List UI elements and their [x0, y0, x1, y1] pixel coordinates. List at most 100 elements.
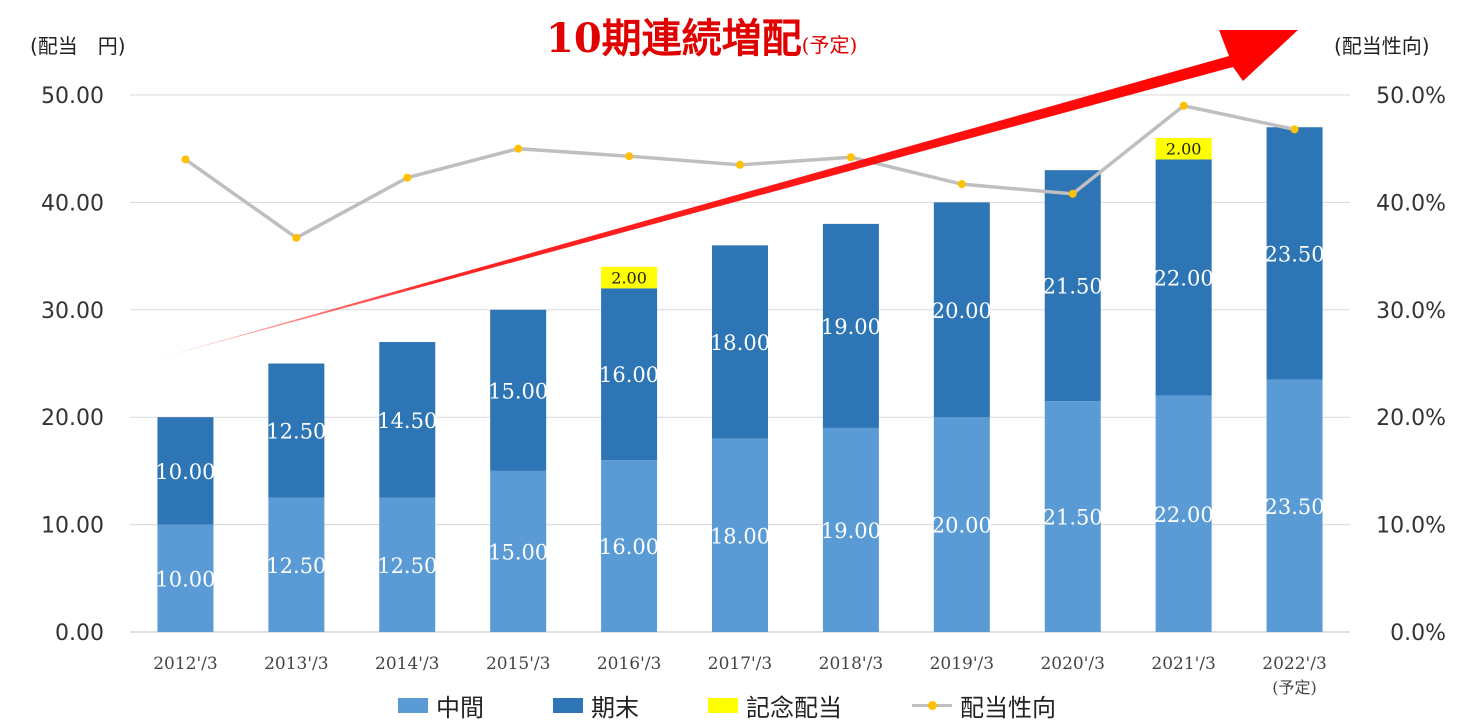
- payout-ratio-point: [292, 233, 301, 242]
- bar-segment: [490, 470, 547, 632]
- payout-ratio-point: [514, 144, 523, 153]
- data-label: 23.50: [1264, 242, 1324, 266]
- bar-segment: [822, 427, 879, 632]
- right-tick-label: 30.0%: [1376, 299, 1446, 324]
- x-tick-label: 2021'/3: [1151, 654, 1215, 674]
- legend-item-payout-ratio: 配当性向: [912, 688, 1056, 722]
- left-tick-label: 10.00: [41, 514, 104, 539]
- data-label: 10.00: [155, 460, 215, 484]
- right-tick-label: 50.0%: [1376, 84, 1446, 109]
- bar-segment: [268, 363, 325, 498]
- legend-swatch-interim: [398, 697, 428, 713]
- left-axis-unit: (配当 円): [30, 34, 126, 58]
- left-tick-label: 30.00: [41, 299, 104, 324]
- bar-segment: [490, 309, 547, 471]
- bar-segment: [1155, 159, 1212, 396]
- payout-ratio-polyline: [184, 103, 1295, 240]
- legend: 中間 期末 記念配当 配当性向: [0, 688, 1467, 722]
- data-label: 15.00: [488, 540, 548, 564]
- x-tick-label: 2019'/3: [930, 654, 994, 674]
- data-label: 15.00: [488, 379, 548, 403]
- bar-segment: [379, 342, 436, 498]
- bar-segment: [1044, 170, 1101, 402]
- left-tick-label: 40.00: [41, 191, 104, 216]
- x-tick-label: 2020'/3: [1040, 654, 1104, 674]
- left-tick-label: 50.00: [41, 84, 104, 109]
- data-label: 22.00: [1154, 503, 1214, 527]
- bar-segment: [1155, 395, 1212, 632]
- legend-label-interim: 中間: [436, 693, 484, 722]
- legend-swatch-commemorative: [708, 697, 738, 713]
- bar-segment: [1266, 127, 1323, 380]
- data-label: 12.50: [377, 554, 437, 578]
- x-tick-label: 2014'/3: [375, 654, 439, 674]
- payout-ratio-point: [403, 173, 412, 182]
- right-axis-unit: (配当性向): [1334, 34, 1430, 58]
- payout-ratio-line: [181, 101, 1299, 242]
- legend-item-interim: 中間: [398, 688, 484, 722]
- data-label: 21.50: [1043, 506, 1103, 530]
- chart-title-sub: (予定): [801, 33, 858, 57]
- x-tick-label: 2013'/3: [264, 654, 328, 674]
- data-label: 18.00: [710, 524, 770, 548]
- data-label: 19.00: [821, 315, 881, 339]
- bar-segment: [157, 417, 214, 525]
- x-tick-label: 2017'/3: [708, 654, 772, 674]
- data-label: 19.00: [821, 519, 881, 543]
- bar-segment: [712, 245, 768, 439]
- data-label: 22.00: [1154, 267, 1214, 291]
- payout-ratio-point: [625, 152, 634, 161]
- data-label: 23.50: [1264, 495, 1324, 519]
- right-tick-label: 0.0%: [1390, 621, 1446, 646]
- chart-title: 10期連続増配(予定): [546, 6, 857, 64]
- right-tick-label: 10.0%: [1376, 514, 1446, 539]
- bar-segment: [601, 460, 658, 632]
- data-label: 2.00: [611, 269, 647, 288]
- data-label: 16.00: [599, 535, 659, 559]
- bars: [157, 127, 1323, 632]
- legend-swatch-year-end: [553, 697, 583, 713]
- data-label: 12.50: [266, 420, 326, 444]
- payout-ratio-point: [846, 153, 855, 162]
- legend-label-commemorative: 記念配当: [746, 693, 842, 722]
- x-tick-label: 2016'/3: [597, 654, 661, 674]
- x-tick-label: 2012'/3: [153, 654, 217, 674]
- bar-segment: [1044, 401, 1101, 632]
- legend-label-year-end: 期末: [591, 693, 639, 722]
- right-tick-label: 40.0%: [1376, 191, 1446, 216]
- legend-swatch-payout-ratio: [912, 698, 952, 713]
- data-label: 16.00: [599, 363, 659, 387]
- bar-segment: [601, 266, 658, 289]
- x-tick-label: 2022'/3: [1262, 654, 1326, 674]
- payout-ratio-point: [957, 180, 966, 189]
- right-tick-label: 20.0%: [1376, 406, 1446, 431]
- bar-segment: [933, 202, 990, 418]
- payout-ratio-point: [1068, 189, 1077, 198]
- bar-segment: [1266, 379, 1323, 632]
- data-label: 2.00: [1166, 140, 1202, 159]
- left-tick-label: 20.00: [41, 406, 104, 431]
- x-tick-label: 2018'/3: [819, 654, 883, 674]
- bar-segment: [157, 524, 214, 632]
- data-labels: 10.00 10.00 12.50 12.50 12.50 14.50 15.00 15.00…: [155, 140, 1324, 592]
- payout-ratio-point: [181, 155, 190, 164]
- bar-segment: [1155, 137, 1212, 160]
- legend-label-payout-ratio: 配当性向: [960, 693, 1056, 722]
- bar-segment: [933, 417, 990, 632]
- legend-item-commemorative: 記念配当: [708, 688, 842, 722]
- data-label: 12.50: [266, 554, 326, 578]
- axes: 0.00 10.00 20.00 30.00 40.00 50.00 0.0% 10.0% 20…: [41, 84, 1446, 697]
- x-tick-label: 2015'/3: [486, 654, 550, 674]
- data-label: 18.00: [710, 331, 770, 355]
- bar-segment: [601, 288, 658, 461]
- data-label: 20.00: [932, 299, 992, 323]
- bar-segment: [712, 438, 768, 632]
- payout-ratio-point: [1179, 101, 1188, 110]
- data-label: 20.00: [932, 514, 992, 538]
- payout-ratio-point: [736, 160, 744, 169]
- bar-segment: [822, 223, 879, 428]
- data-label: 10.00: [155, 567, 215, 591]
- data-label: 14.50: [377, 409, 437, 433]
- data-label: 21.50: [1043, 275, 1103, 299]
